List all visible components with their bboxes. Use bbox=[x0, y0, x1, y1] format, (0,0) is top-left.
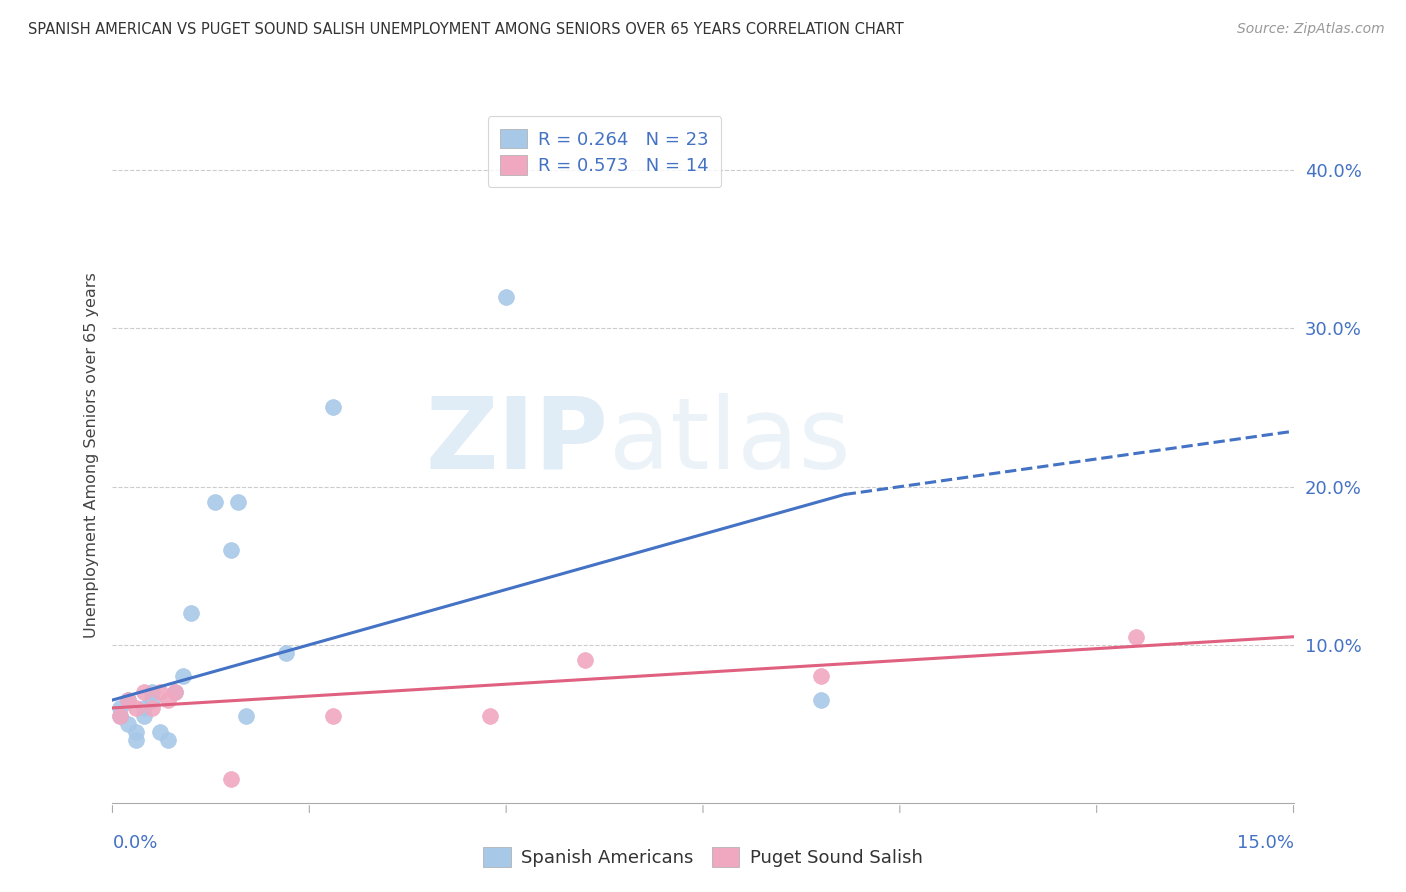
Text: 0.0%: 0.0% bbox=[112, 834, 157, 852]
Point bbox=[180, 606, 202, 620]
Point bbox=[235, 708, 257, 723]
Legend: R = 0.264   N = 23, R = 0.573   N = 14: R = 0.264 N = 23, R = 0.573 N = 14 bbox=[488, 116, 721, 187]
Text: ZIP: ZIP bbox=[426, 392, 609, 490]
Point bbox=[219, 772, 242, 786]
Point bbox=[495, 290, 517, 304]
Point bbox=[204, 495, 226, 509]
Legend: Spanish Americans, Puget Sound Salish: Spanish Americans, Puget Sound Salish bbox=[477, 839, 929, 874]
Point bbox=[574, 653, 596, 667]
Text: Source: ZipAtlas.com: Source: ZipAtlas.com bbox=[1237, 22, 1385, 37]
Text: 15.0%: 15.0% bbox=[1236, 834, 1294, 852]
Point bbox=[322, 708, 344, 723]
Point bbox=[110, 708, 132, 723]
Point bbox=[141, 685, 163, 699]
Point bbox=[132, 701, 155, 715]
Point bbox=[117, 693, 139, 707]
Point bbox=[125, 732, 148, 747]
Point bbox=[322, 401, 344, 415]
Y-axis label: Unemployment Among Seniors over 65 years: Unemployment Among Seniors over 65 years bbox=[83, 272, 98, 638]
Point bbox=[1125, 630, 1147, 644]
Point bbox=[117, 693, 139, 707]
Point bbox=[141, 693, 163, 707]
Point bbox=[165, 685, 187, 699]
Point bbox=[172, 669, 194, 683]
Point bbox=[110, 701, 132, 715]
Point bbox=[219, 542, 242, 557]
Text: atlas: atlas bbox=[609, 392, 851, 490]
Text: SPANISH AMERICAN VS PUGET SOUND SALISH UNEMPLOYMENT AMONG SENIORS OVER 65 YEARS : SPANISH AMERICAN VS PUGET SOUND SALISH U… bbox=[28, 22, 904, 37]
Point bbox=[228, 495, 250, 509]
Point bbox=[156, 732, 179, 747]
Point bbox=[110, 708, 132, 723]
Point bbox=[149, 685, 172, 699]
Point bbox=[117, 716, 139, 731]
Point bbox=[132, 708, 155, 723]
Point bbox=[125, 701, 148, 715]
Point bbox=[141, 701, 163, 715]
Point bbox=[810, 669, 832, 683]
Point bbox=[156, 693, 179, 707]
Point bbox=[125, 724, 148, 739]
Point bbox=[274, 646, 297, 660]
Point bbox=[149, 724, 172, 739]
Point bbox=[479, 708, 502, 723]
Point bbox=[165, 685, 187, 699]
Point bbox=[810, 693, 832, 707]
Point bbox=[132, 685, 155, 699]
